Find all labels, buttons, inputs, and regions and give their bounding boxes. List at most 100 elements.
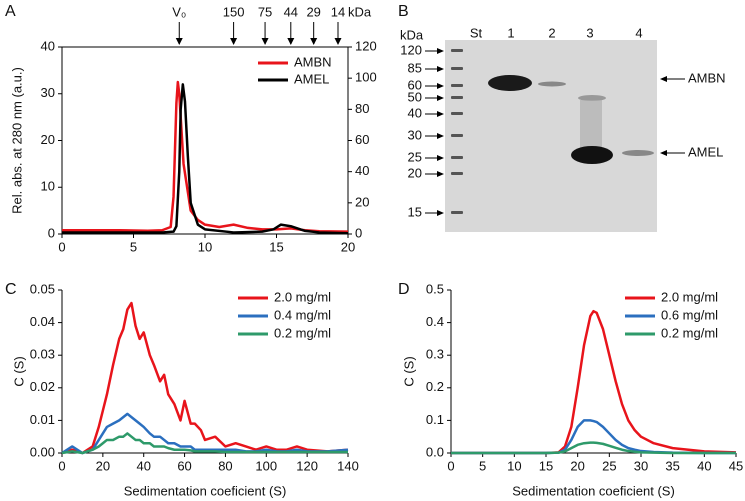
y-tick-label: 0.0: [426, 444, 444, 459]
y-tick-label: 0.05: [30, 281, 55, 296]
gel-lane-label: 1: [507, 25, 514, 40]
ladder: [451, 49, 463, 214]
y2-tick-label: 100: [355, 70, 377, 85]
marker-label: 14: [331, 4, 345, 19]
gel-background: [445, 40, 657, 232]
x-tick-label: 20: [341, 239, 355, 254]
x-tick-label: 60: [177, 458, 191, 473]
y-axis-title: C (S): [11, 356, 26, 386]
y-tick-label: 0.1: [426, 412, 444, 427]
gel-marker-label: 60: [408, 77, 422, 92]
legend-label: 2.0 mg/ml: [661, 289, 718, 304]
gel-lane-label: 3: [586, 25, 593, 40]
x-tick-label: 5: [479, 458, 486, 473]
x-tick-label: 25: [602, 458, 616, 473]
gel-marker-label: 120: [400, 42, 422, 57]
y-tick-label: 0.2: [426, 379, 444, 394]
y2-tick-label: 40: [355, 163, 369, 178]
marker-arrowhead: [175, 38, 183, 45]
x-axis-title: Sedimentation coeficient (S): [124, 483, 287, 498]
x-tick-label: 40: [697, 458, 711, 473]
y2-tick-label: 0: [355, 225, 362, 240]
gel-unit: kDa: [400, 27, 424, 42]
x-tick-label: 20: [570, 458, 584, 473]
marker-arrowhead: [261, 38, 269, 45]
gel-marker-arrowhead: [437, 210, 444, 216]
data-line: [451, 441, 736, 455]
gel-marker-label: 85: [408, 60, 422, 75]
gel-lane-label: 4: [635, 25, 642, 40]
data-line: [451, 419, 736, 455]
marker-arrowhead: [334, 38, 342, 45]
data-line: [61, 301, 349, 455]
gel-marker-arrowhead: [437, 155, 444, 161]
x-tick-label: 30: [634, 458, 648, 473]
y-tick-label: 0.00: [30, 444, 55, 459]
gel-marker-label: 25: [408, 149, 422, 164]
y-tick-label: 0.4: [426, 314, 444, 329]
marker-arrowhead: [230, 38, 238, 45]
x-tick-label: 80: [218, 458, 232, 473]
gel-marker-label: 40: [408, 105, 422, 120]
y-axis-title: Rel. abs. at 280 nm (a.u.): [9, 67, 24, 214]
marker-label: 44: [284, 4, 298, 19]
x-tick-label: 35: [665, 458, 679, 473]
gel-band-arrowhead: [660, 150, 667, 156]
gel-marker-label: 30: [408, 127, 422, 142]
gel-image: [445, 40, 657, 232]
band: [538, 81, 566, 87]
x-tick-label: 40: [136, 458, 150, 473]
legend-label: 0.4 mg/ml: [274, 307, 331, 322]
marker-arrowhead: [310, 38, 318, 45]
gel-marker-arrowhead: [437, 95, 444, 101]
gel-marker-arrowhead: [437, 66, 444, 72]
x-tick-label: 0: [58, 239, 65, 254]
y-tick-label: 20: [41, 132, 55, 147]
band: [622, 150, 654, 156]
marker-label: V₀: [172, 4, 186, 19]
smear: [580, 100, 602, 150]
band: [571, 146, 613, 164]
legend-label: AMEL: [294, 71, 329, 86]
y2-tick-label: 80: [355, 101, 369, 116]
x-tick-label: 10: [198, 239, 212, 254]
gel-marker-arrowhead: [437, 133, 444, 139]
data-line: [62, 83, 349, 235]
x-tick-label: 5: [130, 239, 137, 254]
y-tick-label: 0.04: [30, 314, 55, 329]
y2-tick-label: 20: [355, 194, 369, 209]
y-tick-label: 0.3: [426, 347, 444, 362]
y-tick-label: 0: [48, 225, 55, 240]
gel-marker-arrowhead: [437, 83, 444, 89]
data-line: [61, 432, 348, 455]
y-tick-label: 0.03: [30, 347, 55, 362]
gel-marker-label: 50: [408, 89, 422, 104]
legend-label: 0.2 mg/ml: [661, 325, 718, 340]
y-tick-label: 0.5: [426, 281, 444, 296]
legend-label: AMBN: [294, 54, 332, 69]
band: [488, 75, 532, 91]
marker-unit: kDa: [348, 4, 372, 19]
panel-label: D: [398, 281, 410, 298]
gel-band-label: AMEL: [688, 144, 723, 159]
gel-lane-label: St: [470, 25, 483, 40]
gel-marker-arrowhead: [437, 171, 444, 177]
y2-tick-label: 60: [355, 132, 369, 147]
y-tick-label: 40: [41, 38, 55, 53]
marker-label: 75: [258, 4, 272, 19]
x-tick-label: 100: [255, 458, 277, 473]
y2-tick-label: 120: [355, 38, 377, 53]
legend-label: 0.6 mg/ml: [661, 307, 718, 322]
y-tick-label: 30: [41, 85, 55, 100]
legend-label: 2.0 mg/ml: [274, 289, 331, 304]
gel-lane-label: 2: [548, 25, 555, 40]
gel-marker-arrowhead: [437, 111, 444, 117]
x-tick-label: 45: [729, 458, 743, 473]
y-tick-label: 0.01: [30, 412, 55, 427]
panel-label: B: [398, 3, 409, 20]
legend-label: 0.2 mg/ml: [274, 325, 331, 340]
x-tick-label: 20: [96, 458, 110, 473]
data-line: [62, 80, 349, 233]
x-tick-label: 15: [539, 458, 553, 473]
